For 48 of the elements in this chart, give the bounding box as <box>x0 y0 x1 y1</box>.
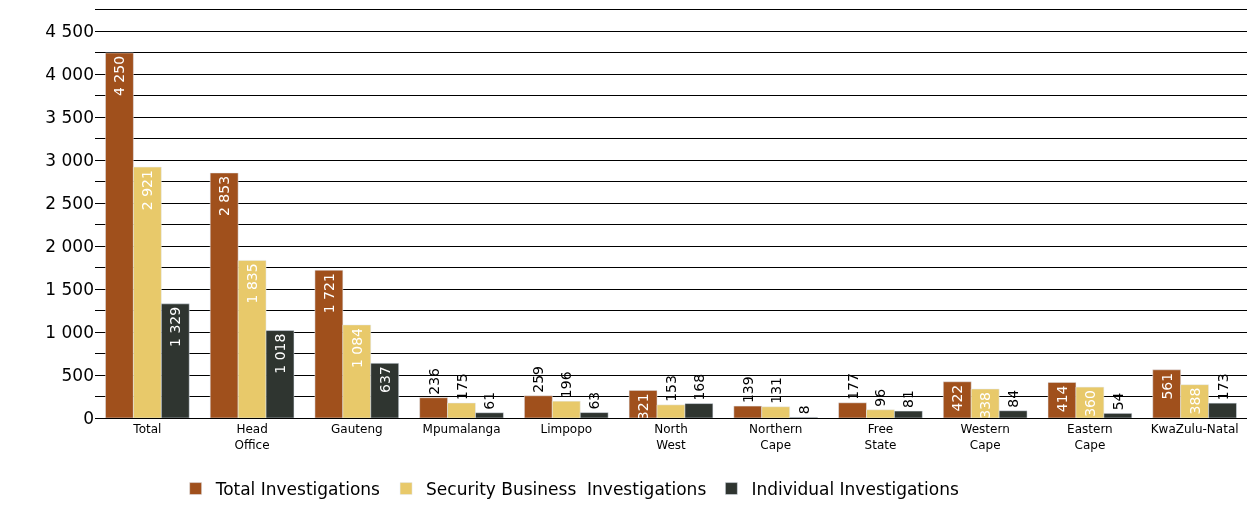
x-tick-label: Head Office <box>234 422 270 452</box>
data-label: 1 721 <box>320 273 337 314</box>
x-tick-label: Total <box>132 422 162 437</box>
data-label: 637 <box>376 366 393 394</box>
y-tick-label: 2 000 <box>45 236 94 257</box>
y-tick-label: 3 000 <box>45 150 94 171</box>
data-label: 259 <box>530 366 547 393</box>
y-tick-label: 3 500 <box>45 107 94 128</box>
data-label: 422 <box>949 384 966 412</box>
data-label: 414 <box>1053 385 1070 413</box>
data-label: 153 <box>663 375 679 402</box>
data-label: 81 <box>900 390 917 409</box>
data-label: 8 <box>795 405 812 415</box>
y-tick-label: 500 <box>61 365 94 385</box>
x-tick-label: Western Cape <box>960 422 1010 452</box>
x-tick-label: Free State <box>864 422 897 452</box>
data-label: 360 <box>1081 390 1098 417</box>
x-tick-label: Eastern Cape <box>1067 422 1113 452</box>
data-label: 4 250 <box>111 55 128 97</box>
data-label: 131 <box>767 377 784 404</box>
y-tick-label: 0 <box>83 407 94 428</box>
data-label: 338 <box>977 391 994 419</box>
data-label: 139 <box>739 376 756 404</box>
x-tick-label: Limpopo <box>540 422 593 437</box>
x-tick-label: KwaZulu-Natal <box>1150 422 1239 437</box>
legend-label: Security Business Investigations <box>426 479 707 500</box>
x-tick-label: Gauteng <box>331 422 383 437</box>
data-label: 388 <box>1186 387 1203 415</box>
y-tick-label: 4 500 <box>45 21 94 42</box>
data-label: 2 853 <box>216 175 233 217</box>
y-tick-label: 1 500 <box>45 279 94 300</box>
y-tick-label: 1 000 <box>45 322 94 343</box>
x-tick-label: Mpumalanga <box>422 422 501 437</box>
data-label: 2 921 <box>139 170 156 211</box>
data-label: 84 <box>1005 389 1022 408</box>
data-label: 196 <box>558 371 575 399</box>
y-tick-label: 4 000 <box>45 64 94 85</box>
data-label: 1 084 <box>348 327 365 369</box>
legend-label: Individual Investigations <box>751 479 959 500</box>
data-label: 321 <box>635 393 652 421</box>
legend-label: Total Investigations <box>214 479 381 500</box>
data-label: 1 018 <box>272 333 289 374</box>
x-tick-label: Northern Cape <box>749 422 803 452</box>
data-label: 561 <box>1158 372 1175 400</box>
x-tick-label: North West <box>654 422 688 452</box>
data-label: 1 329 <box>167 306 184 347</box>
y-tick-label: 2 500 <box>45 193 94 214</box>
data-label: 1 835 <box>244 263 261 304</box>
